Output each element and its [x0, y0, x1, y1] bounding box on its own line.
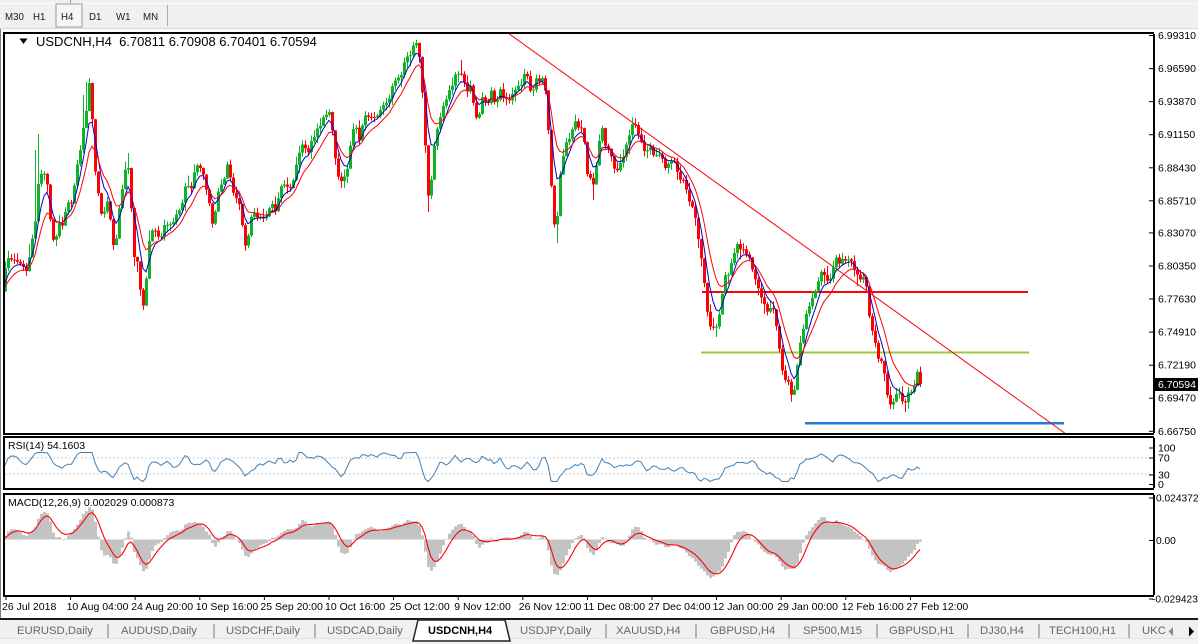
svg-text:XAUUSD,H4: XAUUSD,H4 [616, 625, 681, 637]
svg-text:0.00: 0.00 [1156, 536, 1176, 547]
svg-text:25 Oct 12:00: 25 Oct 12:00 [390, 601, 450, 613]
svg-text:RSI(14) 54.1603: RSI(14) 54.1603 [8, 440, 85, 452]
svg-text:SP500,M15: SP500,M15 [803, 625, 862, 637]
svg-text:6.99310: 6.99310 [1158, 30, 1196, 42]
svg-text:H4: H4 [61, 12, 74, 23]
svg-text:6.77630: 6.77630 [1158, 294, 1196, 306]
svg-text:D1: D1 [89, 12, 101, 23]
svg-text:27 Feb 12:00: 27 Feb 12:00 [906, 601, 968, 613]
svg-text:USDCHF,Daily: USDCHF,Daily [226, 625, 300, 637]
svg-text:6.80350: 6.80350 [1158, 261, 1196, 273]
svg-text:29 Jan 00:00: 29 Jan 00:00 [777, 601, 838, 613]
svg-text:W1: W1 [116, 12, 131, 23]
svg-text:6.72190: 6.72190 [1158, 360, 1196, 372]
svg-text:70: 70 [1158, 453, 1170, 465]
svg-text:6.83070: 6.83070 [1158, 227, 1196, 239]
svg-text:10 Aug 04:00: 10 Aug 04:00 [67, 601, 129, 613]
svg-text:-0.029423: -0.029423 [1152, 595, 1198, 606]
svg-text:9 Nov 12:00: 9 Nov 12:00 [454, 601, 511, 613]
svg-text:100: 100 [1158, 443, 1176, 455]
svg-text:6.96590: 6.96590 [1158, 63, 1196, 75]
svg-text:TECH100,H1: TECH100,H1 [1049, 625, 1116, 637]
svg-text:USDCAD,Daily: USDCAD,Daily [327, 625, 403, 637]
svg-text:12 Feb 16:00: 12 Feb 16:00 [842, 601, 904, 613]
svg-text:26 Nov 12:00: 26 Nov 12:00 [519, 601, 582, 613]
svg-text:AUDUSD,Daily: AUDUSD,Daily [121, 625, 197, 637]
svg-text:UKC: UKC [1142, 625, 1166, 637]
svg-text:MACD(12,26,9) 0.002029 0.00087: MACD(12,26,9) 0.002029 0.000873 [8, 497, 175, 509]
svg-text:USDCNH,H4 6.70811 6.70908 6.7: USDCNH,H4 6.70811 6.70908 6.70401 6.7059… [36, 34, 317, 49]
svg-text:10 Sep 16:00: 10 Sep 16:00 [196, 601, 259, 613]
svg-text:GBPUSD,H4: GBPUSD,H4 [710, 625, 775, 637]
svg-text:USDCNH,H4: USDCNH,H4 [428, 625, 493, 637]
svg-text:6.93870: 6.93870 [1158, 96, 1196, 108]
svg-text:6.70594: 6.70594 [1158, 379, 1196, 391]
svg-text:6.88430: 6.88430 [1158, 162, 1196, 174]
svg-text:EURUSD,Daily: EURUSD,Daily [17, 625, 93, 637]
svg-text:11 Dec 08:00: 11 Dec 08:00 [583, 601, 645, 613]
svg-text:MN: MN [143, 12, 158, 23]
svg-text:6.66750: 6.66750 [1158, 426, 1196, 438]
svg-text:0.024372: 0.024372 [1156, 494, 1198, 505]
svg-text:6.91150: 6.91150 [1158, 129, 1195, 141]
svg-text:GBPUSD,H1: GBPUSD,H1 [889, 625, 954, 637]
svg-text:10 Oct 16:00: 10 Oct 16:00 [325, 601, 385, 613]
svg-text:6.85710: 6.85710 [1158, 195, 1196, 207]
svg-text:0: 0 [1158, 479, 1164, 491]
svg-text:M30: M30 [5, 12, 24, 23]
svg-text:12 Jan 00:00: 12 Jan 00:00 [713, 601, 774, 613]
svg-text:30: 30 [1158, 470, 1170, 482]
svg-text:27 Dec 04:00: 27 Dec 04:00 [648, 601, 711, 613]
svg-text:24 Aug 20:00: 24 Aug 20:00 [131, 601, 193, 613]
svg-text:6.74910: 6.74910 [1158, 327, 1196, 339]
svg-text:H1: H1 [33, 12, 45, 23]
svg-text:USDJPY,Daily: USDJPY,Daily [520, 625, 592, 637]
svg-text:26 Jul 2018: 26 Jul 2018 [2, 601, 56, 613]
svg-text:6.69470: 6.69470 [1158, 393, 1196, 405]
svg-text:DJ30,H4: DJ30,H4 [980, 625, 1024, 637]
svg-text:25 Sep 20:00: 25 Sep 20:00 [260, 601, 323, 613]
